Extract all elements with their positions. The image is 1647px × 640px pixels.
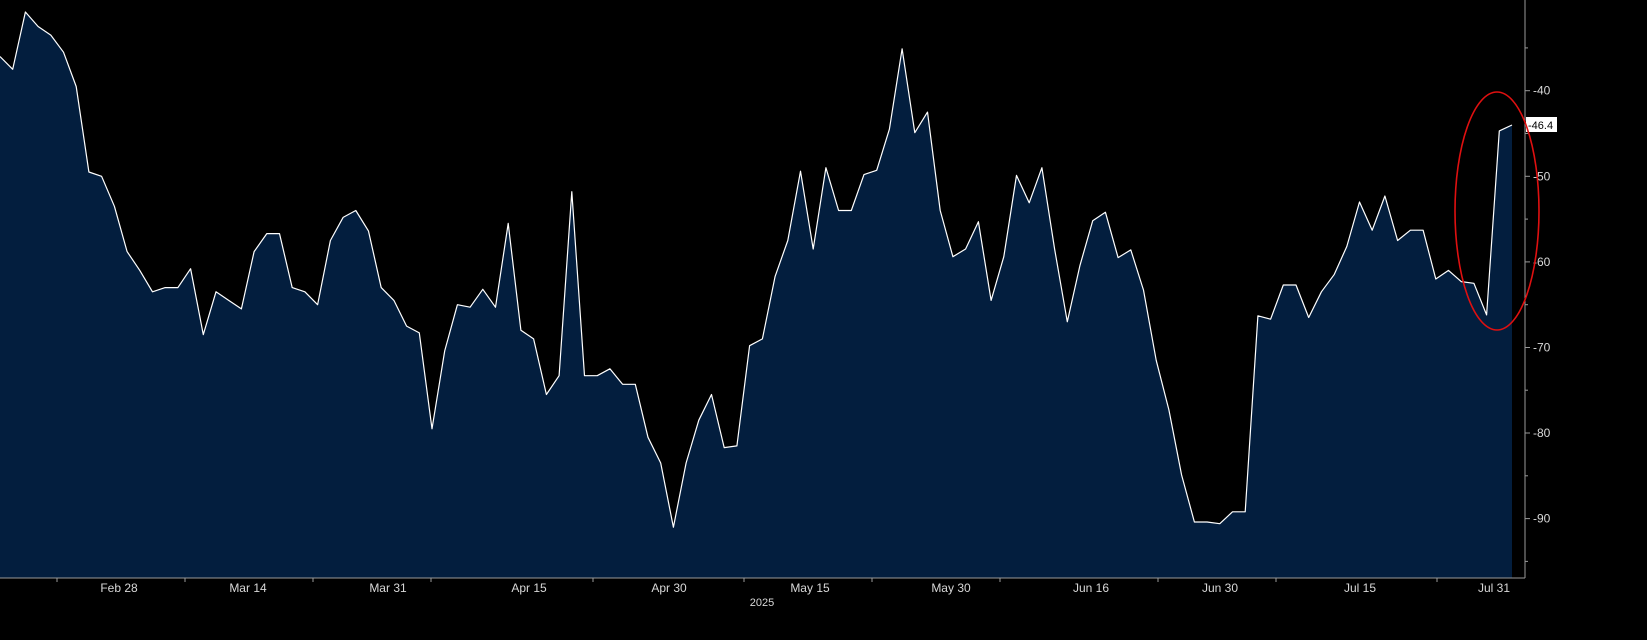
x-tick-label: Jul 15	[1344, 581, 1376, 595]
highlight-ellipse	[1454, 91, 1540, 331]
x-tick-label: May 15	[790, 581, 830, 595]
x-tick-label: Mar 14	[229, 581, 267, 595]
y-tick-label: -70	[1533, 341, 1551, 355]
last-value-label: -46.4	[1528, 120, 1553, 132]
x-tick-label: Feb 28	[100, 581, 138, 595]
x-tick-label: Apr 15	[511, 581, 547, 595]
series-area-fill	[0, 12, 1512, 578]
last-value-tag-background	[1526, 117, 1557, 132]
y-tick-label: -50	[1533, 169, 1551, 183]
y-tick-label: -60	[1533, 255, 1551, 269]
x-axis-year-label: 2025	[750, 597, 774, 609]
x-axis: Feb 28 Mar 14 Mar 31 Apr 15 Apr 30 May 15 May …	[0, 577, 1525, 595]
y-tick-label: -80	[1533, 426, 1551, 440]
series-line	[0, 11, 1513, 528]
y-tick-label: -40	[1533, 84, 1551, 98]
x-tick-label: Mar 31	[369, 581, 407, 595]
x-tick-label: Jun 16	[1073, 581, 1109, 595]
x-tick-label: Jun 30	[1202, 581, 1238, 595]
x-tick-label: Jul 31	[1478, 581, 1510, 595]
last-value-tag: -46.4	[1526, 117, 1557, 132]
y-tick-label: -90	[1533, 512, 1551, 526]
x-tick-label: May 30	[931, 581, 971, 595]
x-tick-label: Apr 30	[651, 581, 687, 595]
